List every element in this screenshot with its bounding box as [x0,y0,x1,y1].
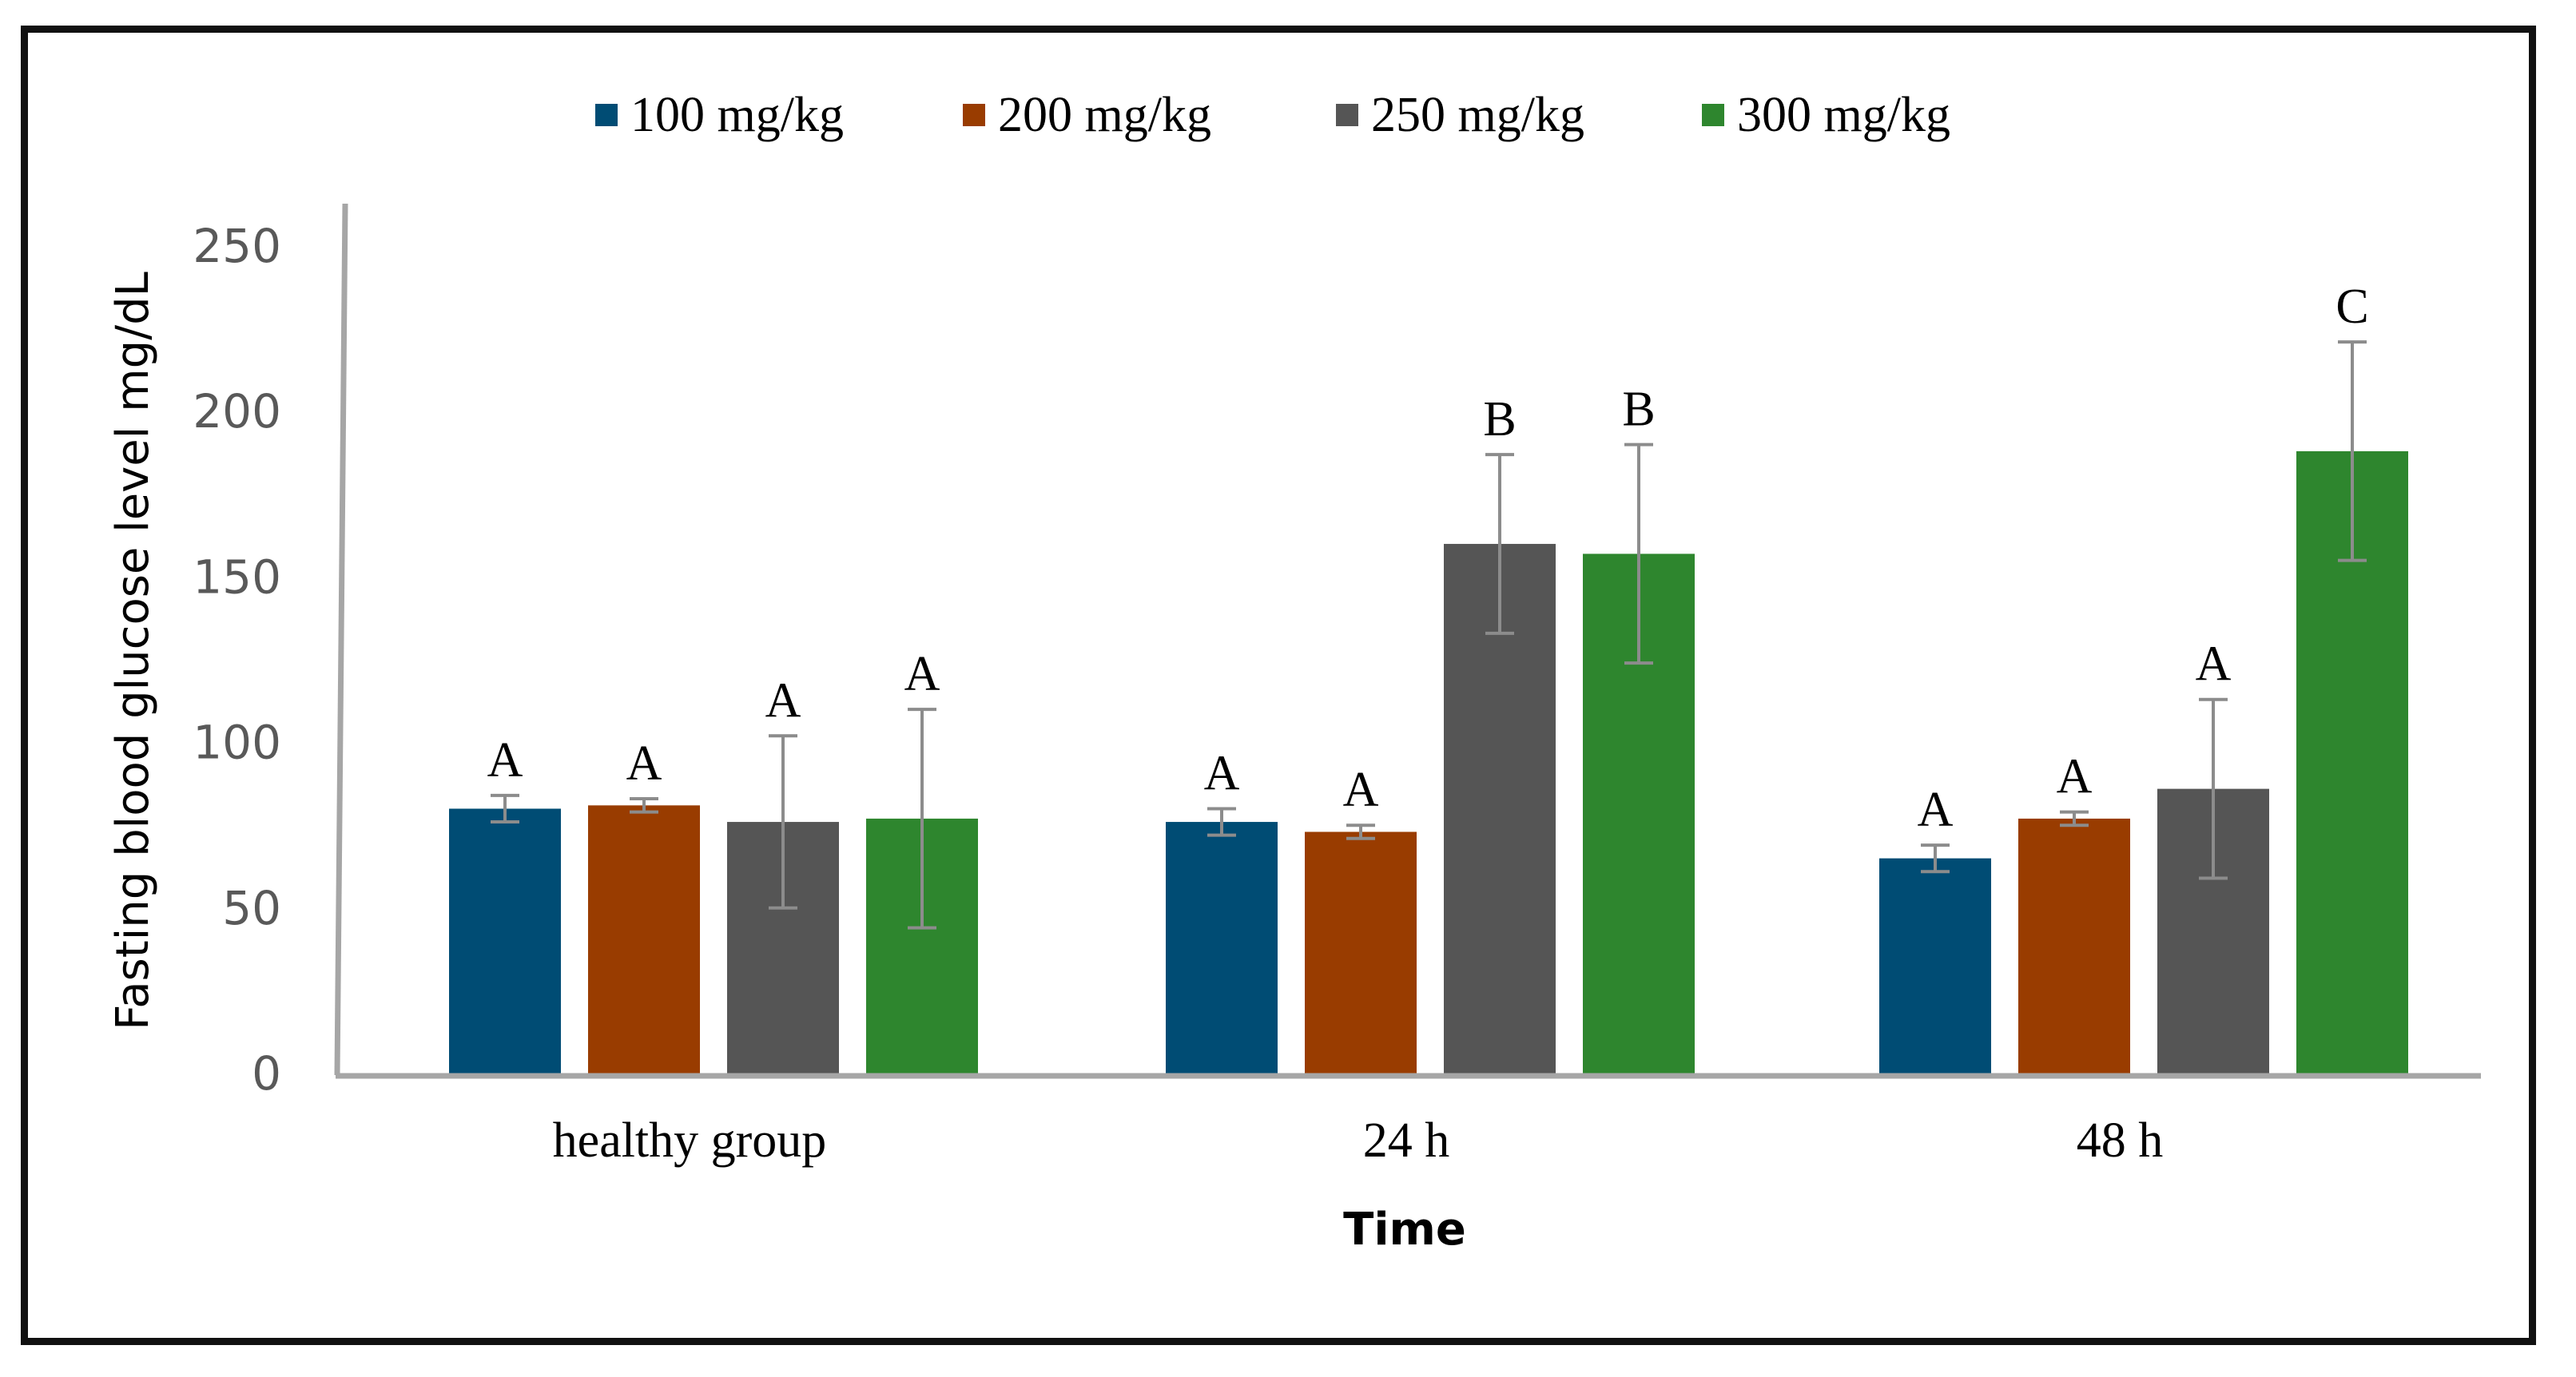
legend-label-250-mg-kg: 250 mg/kg [1371,88,1584,142]
y-axis-title: Fasting blood glucose level mg/dL [107,272,159,1030]
legend-swatch-100-mg-kg [595,104,618,126]
significance-label: A [1918,783,1954,837]
y-tick-label: 200 [193,384,281,438]
legend-swatch-200-mg-kg [963,104,985,126]
bar-200-mg-kg-48-h [2018,818,2130,1073]
legend-swatch-300-mg-kg [1702,104,1724,126]
significance-label: B [1622,383,1655,437]
bar-100-mg-kg-48-h [1879,858,1991,1073]
x-tick-label-48-h: 48 h [2077,1113,2164,1168]
x-axis: healthy group 24 h 48 h [336,1073,2481,1168]
y-tick-label: 150 [193,550,281,604]
y-tick-label: 100 [193,716,281,770]
significance-label: A [1343,763,1379,817]
significance-labels: A A A A A A B B A A A C [487,280,2369,837]
bars [449,450,2408,1073]
legend-label-100-mg-kg: 100 mg/kg [630,88,844,142]
error-bar [908,708,936,930]
significance-label: B [1483,392,1516,446]
error-bar [1485,453,1514,635]
error-bar [2338,340,2367,562]
significance-label: A [1204,746,1240,800]
significance-label: A [2196,637,2232,692]
bar-200-mg-kg-healthy-group [588,805,700,1073]
x-axis-title: Time [1343,1204,1466,1256]
error-bars [491,340,2367,930]
y-tick-label: 250 [193,219,281,273]
legend-label-300-mg-kg: 300 mg/kg [1737,88,1950,142]
error-bar [1921,843,1950,874]
significance-label: C [2335,280,2368,334]
x-tick-label-healthy-group: healthy group [553,1113,827,1168]
y-axis: 0 50 100 150 200 250 [193,203,348,1101]
bar-100-mg-kg-24-h [1166,822,1278,1073]
legend: 100 mg/kg 200 mg/kg 250 mg/kg 300 mg/kg [595,88,1950,142]
error-bar [1207,807,1236,837]
legend-swatch-250-mg-kg [1336,104,1358,126]
error-bar [491,793,519,824]
significance-label: A [487,733,523,788]
error-bar [1624,442,1653,665]
y-tick-label: 50 [222,881,281,935]
error-bar [769,734,797,910]
bar-100-mg-kg-healthy-group [449,808,561,1073]
y-tick-label: 0 [252,1046,281,1101]
significance-label: A [626,736,662,791]
error-bar [630,797,658,814]
error-bar [2060,810,2089,827]
y-axis-line [334,203,348,1076]
bar-200-mg-kg-24-h [1305,831,1417,1073]
significance-label: A [2057,750,2093,804]
significance-label: A [765,673,801,728]
significance-label: A [904,647,940,701]
figure-frame [21,26,2536,1345]
legend-label-200-mg-kg: 200 mg/kg [998,88,1211,142]
error-bar [1346,823,1375,840]
error-bar [2199,697,2228,880]
x-tick-label-24-h: 24 h [1363,1113,1450,1168]
